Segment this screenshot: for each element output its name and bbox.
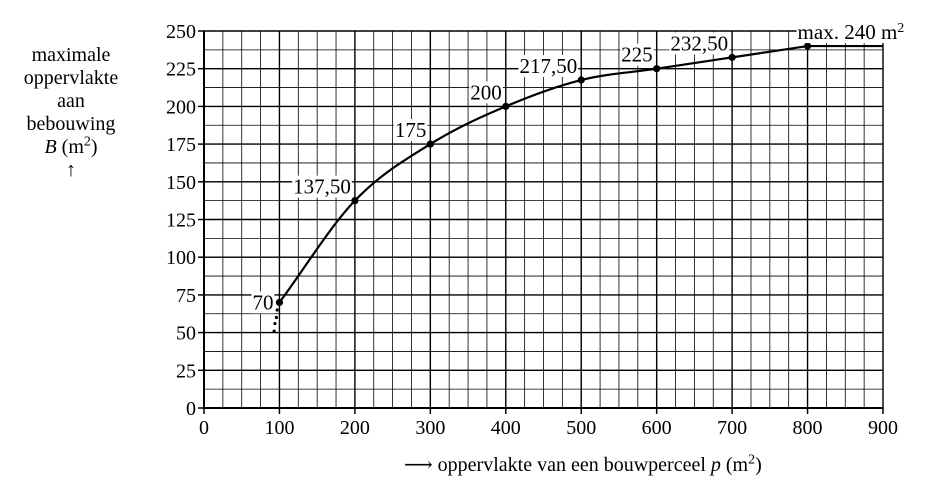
data-label: 217,50: [518, 54, 579, 78]
y-axis-unit-prefix: (m: [56, 136, 84, 158]
data-label-background: [469, 81, 503, 104]
data-point: [351, 197, 359, 205]
data-label: 232,50: [669, 31, 730, 55]
y-tick-label: 125: [166, 210, 196, 232]
x-tick-label: 700: [717, 417, 747, 439]
x-tick-label: 800: [793, 417, 823, 439]
x-axis-unit-sup: 2: [748, 452, 756, 468]
y-axis-label-line-1: maximale: [31, 44, 111, 66]
data-label-text: 70: [252, 290, 273, 314]
y-axis-label: maximale oppervlakte aan bebouwing B (m2…: [4, 44, 138, 182]
y-tick-label: 75: [176, 285, 196, 307]
y-axis-symbol: B: [44, 136, 57, 158]
x-axis-unit-suffix: ): [755, 454, 762, 476]
data-point: [426, 140, 434, 148]
data-label-text: 200: [470, 80, 502, 104]
data-point: [728, 53, 736, 61]
data-label: 225: [620, 43, 654, 67]
data-label: 70: [251, 290, 275, 314]
data-label-background: [620, 43, 654, 66]
x-axis-label: ⟶ oppervlakte van een bouwperceel p (m2): [404, 452, 762, 477]
data-label: 137,50: [292, 175, 352, 199]
data-label-text: 217,50: [519, 54, 577, 78]
x-axis-arrow: ⟶: [404, 454, 433, 476]
x-axis-unit-prefix: (m: [720, 454, 749, 476]
data-curve: [272, 44, 883, 333]
y-tick-label: 25: [176, 360, 196, 382]
data-point: [275, 298, 284, 307]
y-axis-label-line-3: aan: [57, 90, 85, 112]
tick-labels: 0 100 200 300 400 500 600 700 800 900 0 25 50 75 100 12…: [166, 21, 898, 439]
x-tick-label: 900: [868, 417, 898, 439]
data-label-background: [518, 55, 579, 78]
data-point: [653, 65, 661, 73]
y-axis-unit-sup: 2: [83, 134, 91, 150]
y-axis-label-line-4: bebouwing: [26, 113, 116, 135]
data-label: max. 240 m2: [796, 20, 906, 44]
data-label-text: 232,50: [670, 31, 728, 55]
x-axis-text: oppervlakte van een bouwperceel: [432, 454, 711, 476]
data-point: [502, 102, 510, 110]
y-tick-label: 175: [166, 134, 196, 156]
x-tick-label: 200: [340, 417, 370, 439]
x-tick-label: 100: [264, 417, 294, 439]
x-axis-symbol: p: [710, 454, 721, 476]
x-tick-label: 600: [642, 417, 672, 439]
data-label-text: max. 240 m2: [798, 20, 905, 44]
axes: [198, 30, 884, 414]
data-point: [577, 76, 585, 84]
y-tick-label: 200: [166, 96, 196, 118]
y-axis-label-symbol-line: B (m2): [4, 134, 138, 159]
y-tick-label: 250: [166, 21, 196, 43]
dotted-start-dot: [272, 329, 276, 333]
x-tick-label: 300: [415, 417, 445, 439]
data-points: [275, 42, 812, 307]
data-label-background: [669, 32, 730, 55]
data-labels: 70 137,50 175 200 217,50 225 232,50 max. 240 m2: [251, 20, 906, 314]
data-label-text: 175: [395, 118, 427, 142]
y-axis-unit-suffix: ): [90, 136, 98, 158]
y-tick-label: 50: [176, 323, 196, 345]
dotted-start-dot: [273, 321, 277, 326]
data-label: 200: [469, 80, 503, 104]
y-tick-label: 0: [186, 398, 196, 420]
x-tick-label: 500: [566, 417, 596, 439]
y-tick-label: 225: [166, 59, 196, 81]
data-label-background: [796, 21, 906, 44]
y-axis-label-line-2: oppervlakte: [23, 67, 119, 89]
y-tick-label: 150: [166, 172, 196, 194]
dotted-start-dot: [274, 315, 279, 320]
data-label-background: [393, 119, 428, 142]
data-label-text: 137,50: [293, 175, 351, 199]
y-axis-arrow: ↑: [66, 159, 76, 181]
data-label: 175: [393, 118, 428, 142]
data-label-background: [292, 175, 352, 198]
y-tick-label: 100: [166, 247, 196, 269]
data-label-background: [251, 291, 275, 314]
dotted-start-dot: [275, 308, 279, 312]
data-point: [803, 42, 812, 50]
x-tick-label: 0: [199, 417, 209, 439]
x-tick-label: 400: [491, 417, 521, 439]
data-label-text: 225: [621, 43, 653, 67]
data-label-sup: 2: [897, 21, 904, 36]
